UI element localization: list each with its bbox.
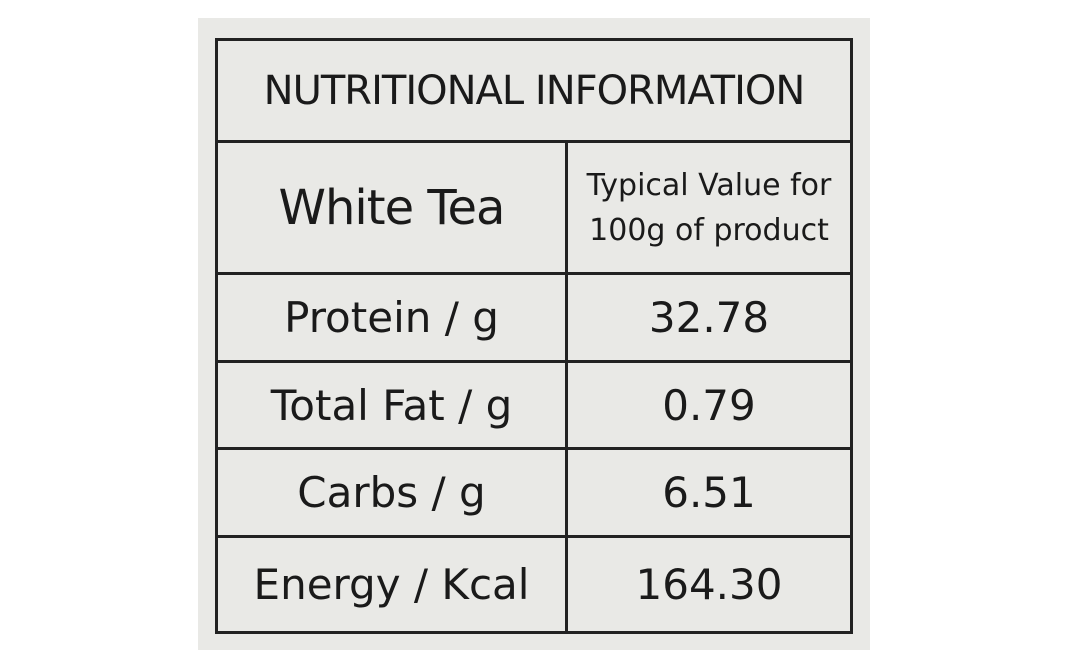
nutrient-cell: Protein / g — [218, 275, 568, 363]
nutrient-cell: Total Fat / g — [218, 363, 568, 450]
nutrition-table: NUTRITIONAL INFORMATION White Tea Typica… — [215, 38, 853, 634]
nutrient-cell: Carbs / g — [218, 450, 568, 538]
nutrient-cell: Energy / Kcal — [218, 538, 568, 631]
value-cell: 32.78 — [568, 275, 850, 363]
header-product: White Tea — [218, 143, 568, 275]
value-cell: 164.30 — [635, 560, 783, 609]
value-cell: 0.79 — [568, 363, 850, 450]
table-title: NUTRITIONAL INFORMATION — [218, 41, 850, 143]
header-value: Typical Value for 100g of product — [568, 143, 850, 275]
value-cell: 6.51 — [568, 450, 850, 538]
label-background — [198, 18, 870, 650]
